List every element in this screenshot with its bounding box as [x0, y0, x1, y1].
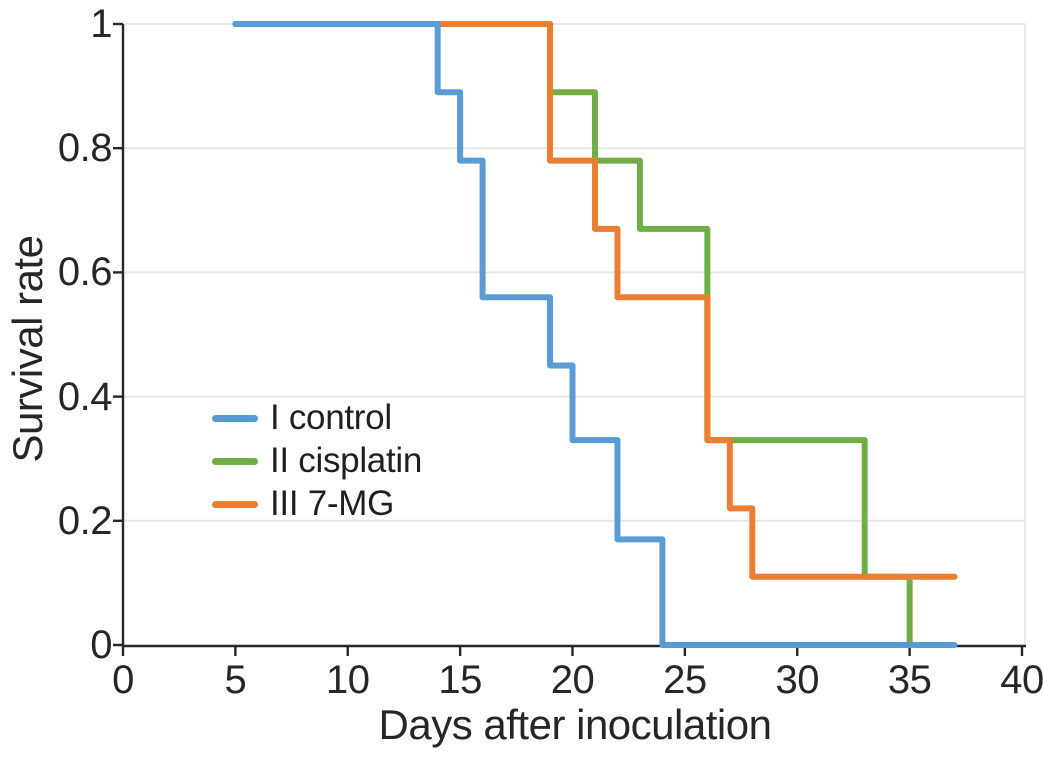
y-tick-label: 0.6 — [57, 250, 113, 295]
legend-label-cisplatin: II cisplatin — [270, 441, 423, 480]
legend-swatch-control — [212, 414, 258, 422]
legend-label-7mg: III 7-MG — [270, 484, 394, 523]
x-tick-label: 25 — [663, 658, 707, 702]
x-tick-label: 35 — [887, 658, 932, 702]
y-tick-label: 0 — [90, 623, 112, 667]
x-tick-label: 10 — [326, 658, 370, 702]
legend-swatch-7mg — [212, 500, 258, 508]
series-curve-i-control — [232, 21, 958, 648]
x-tick-label: 5 — [224, 658, 247, 702]
series-curve-ii-cisplatin — [232, 21, 913, 648]
legend-label-control: I control — [270, 398, 392, 437]
y-tick-label: 1 — [90, 2, 112, 46]
x-tick-label: 0 — [112, 658, 134, 702]
x-axis-title: Days after inoculation — [378, 701, 772, 748]
series-curve-iii-7-mg — [232, 21, 958, 580]
x-tick-label: 20 — [550, 658, 595, 702]
x-tick-label: 30 — [775, 658, 820, 702]
y-tick-label: 0.2 — [57, 498, 113, 543]
legend-swatch-cisplatin — [212, 457, 258, 465]
y-axis-title: Survival rate — [4, 235, 51, 463]
x-tick-label: 15 — [438, 658, 482, 702]
y-tick-label: 0.8 — [57, 126, 113, 171]
x-tick-label: 40 — [1000, 658, 1043, 702]
y-tick-label: 0.4 — [57, 374, 113, 419]
